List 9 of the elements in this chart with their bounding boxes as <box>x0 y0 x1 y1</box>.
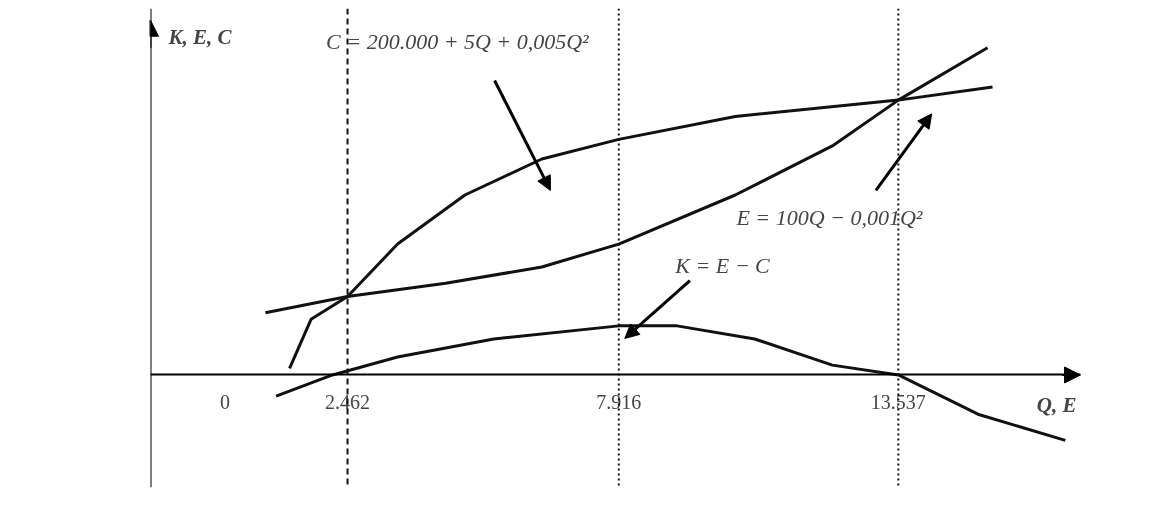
y-axis-title: K, E, C <box>167 24 233 49</box>
annotation: K = E − C <box>674 252 771 278</box>
x-tick-label: 2.462 <box>325 390 371 413</box>
x-tick-label: 7.916 <box>596 390 642 413</box>
x-tick-label: 0 <box>220 390 231 413</box>
annotation: E = 100Q − 0,001Q² <box>735 205 923 231</box>
x-axis-title: Q, E <box>1036 392 1077 417</box>
annotation: C = 200.000 + 5Q + 0,005Q² <box>326 28 590 54</box>
x-tick-label: 13.537 <box>870 390 926 413</box>
